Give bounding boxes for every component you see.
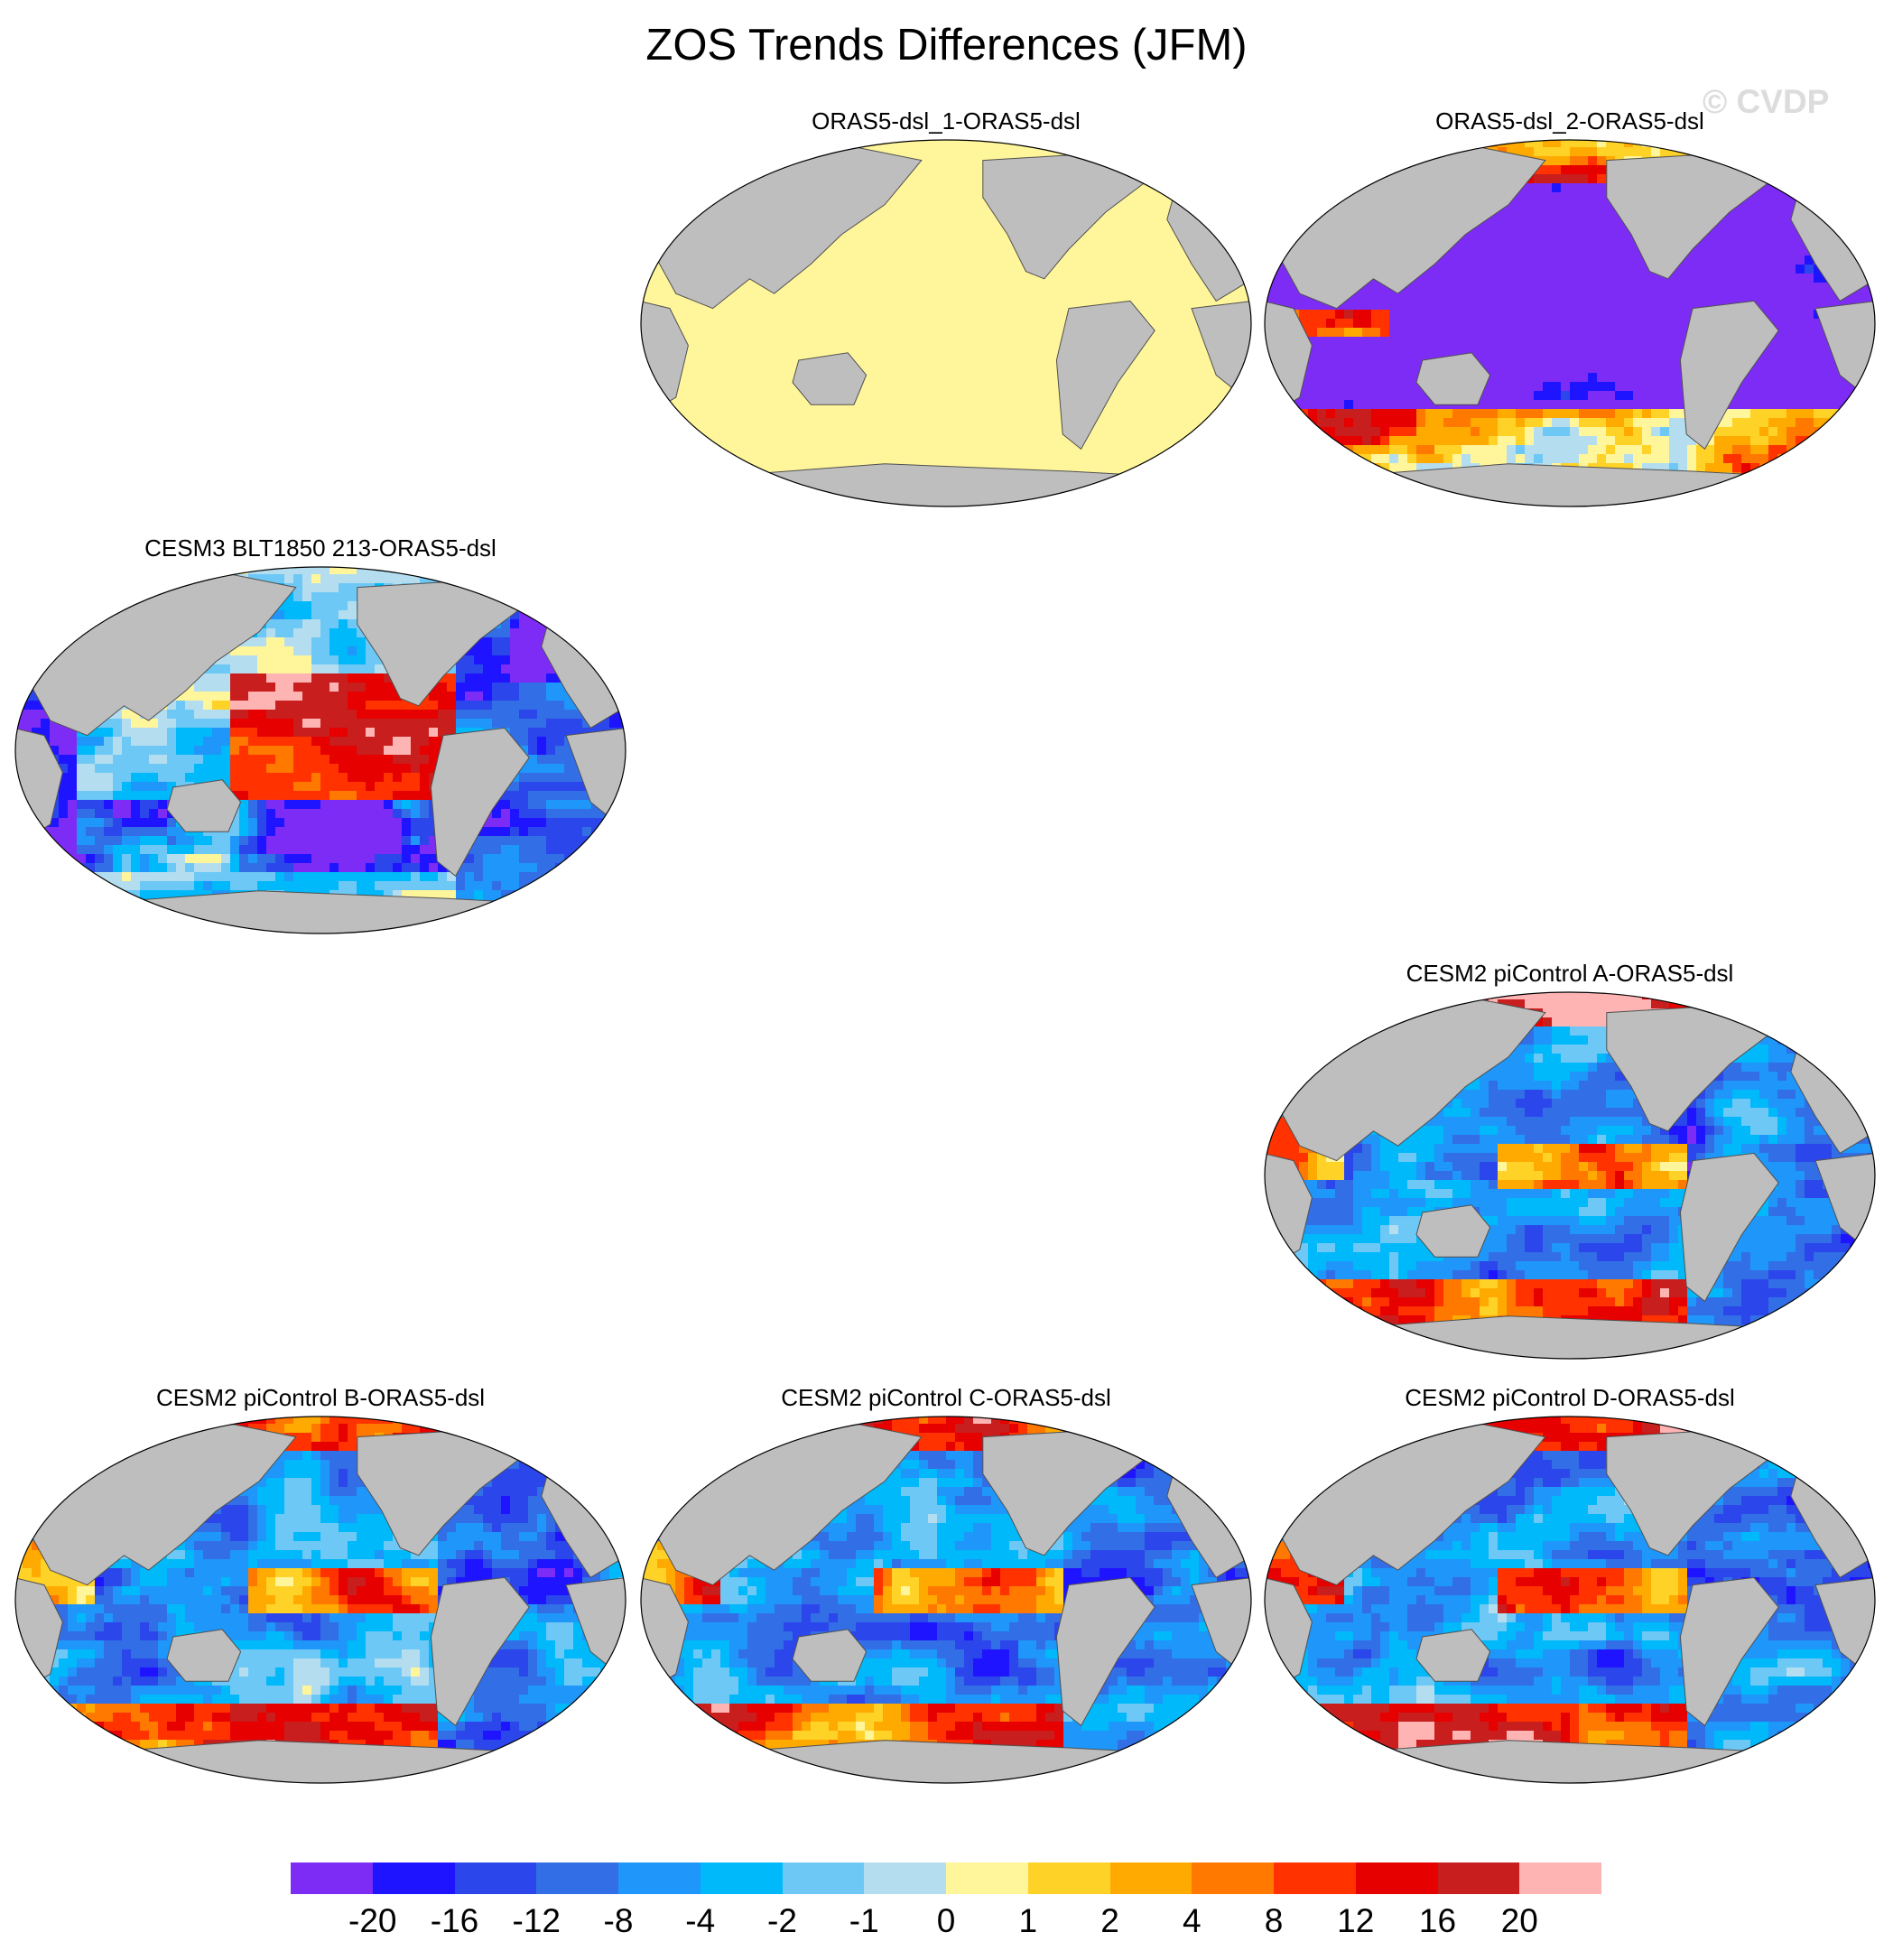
colorbar-swatch-7 <box>864 1862 946 1894</box>
map-outline <box>1264 139 1876 507</box>
panel-title-orasdsl1: ORAS5-dsl_1-ORAS5-dsl <box>812 107 1081 135</box>
colorbar-tick-label: -8 <box>603 1902 634 1939</box>
colorbar-tick-label: 12 <box>1337 1902 1375 1939</box>
map-panel-cesm2a <box>1264 991 1876 1360</box>
land-mass <box>430 727 530 878</box>
colorbar-swatch-1 <box>372 1862 455 1894</box>
land-mass <box>792 1629 868 1682</box>
map-panel-cesm2c <box>640 1416 1252 1784</box>
colorbar-tick-label: -12 <box>512 1902 561 1939</box>
land-mass <box>641 463 1251 506</box>
map-outline <box>14 566 626 934</box>
colorbar-tick-label: 20 <box>1500 1902 1538 1939</box>
colorbar-swatch-5 <box>700 1862 783 1894</box>
land-mass <box>1415 352 1491 405</box>
colorbar <box>291 1862 1601 1894</box>
land-mass <box>1265 1740 1875 1783</box>
colorbar-swatch-15 <box>1519 1862 1601 1894</box>
panel-title-cesm2b: CESM2 piControl B-ORAS5-dsl <box>155 1384 486 1411</box>
panel-title-cesm3: CESM3 BLT1850 213-ORAS5-dsl <box>144 534 496 562</box>
land-mass <box>1265 1315 1875 1359</box>
colorbar-swatch-3 <box>536 1862 618 1894</box>
colorbar-swatch-13 <box>1355 1862 1438 1894</box>
panel-title-cesm2a: CESM2 piControl A-ORAS5-dsl <box>1406 960 1734 987</box>
land-mass <box>1679 1576 1779 1727</box>
land-mass <box>430 1576 530 1727</box>
colorbar-tick-label: -16 <box>430 1902 479 1939</box>
land-mass <box>15 1740 626 1783</box>
panel-title-cesm2d: CESM2 piControl D-ORAS5-dsl <box>1405 1384 1735 1411</box>
land-mass <box>15 890 626 934</box>
colorbar-swatch-10 <box>1109 1862 1192 1894</box>
land-mass <box>1679 300 1779 451</box>
colorbar-tick-label: 4 <box>1182 1902 1202 1939</box>
land-mass <box>166 779 242 832</box>
land-mass <box>166 1629 242 1682</box>
map-panel-cesm3 <box>14 566 626 934</box>
land-mass <box>1055 1576 1155 1727</box>
map-outline <box>640 139 1252 507</box>
colorbar-swatch-12 <box>1274 1862 1356 1894</box>
colorbar-tick-label: -20 <box>348 1902 397 1939</box>
land-mass <box>1415 1629 1491 1682</box>
colorbar-tick-label: -2 <box>767 1902 797 1939</box>
land-mass <box>1679 1152 1779 1303</box>
colorbar-tick-label: -4 <box>685 1902 716 1939</box>
land-mass <box>792 352 868 405</box>
map-outline <box>14 1416 626 1784</box>
colorbar-swatch-6 <box>782 1862 865 1894</box>
colorbar-swatch-4 <box>618 1862 701 1894</box>
colorbar-tick-label: 8 <box>1264 1902 1284 1939</box>
colorbar-swatch-8 <box>946 1862 1028 1894</box>
land-mass <box>1415 1204 1491 1258</box>
colorbar-tick-label: 1 <box>1018 1902 1038 1939</box>
colorbar-swatch-2 <box>454 1862 537 1894</box>
map-outline <box>1264 991 1876 1360</box>
map-panel-cesm2d <box>1264 1416 1876 1784</box>
colorbar-tick-label: 0 <box>936 1902 956 1939</box>
colorbar-tick-label: -1 <box>849 1902 879 1939</box>
map-panel-orasdsl1 <box>640 139 1252 507</box>
colorbar-swatch-0 <box>291 1862 373 1894</box>
panel-title-orasdsl2: ORAS5-dsl_2-ORAS5-dsl <box>1435 107 1704 135</box>
colorbar-swatch-9 <box>1027 1862 1110 1894</box>
land-mass <box>1265 463 1875 506</box>
figure-title: ZOS Trends Differences (JFM) <box>645 21 1248 70</box>
map-outline <box>1264 1416 1876 1784</box>
map-panel-cesm2b <box>14 1416 626 1784</box>
colorbar-tick-label: 2 <box>1100 1902 1119 1939</box>
panel-title-cesm2c: CESM2 piControl C-ORAS5-dsl <box>781 1384 1111 1411</box>
watermark: © CVDP <box>1703 83 1830 120</box>
land-mass <box>1055 300 1155 451</box>
map-panel-orasdsl2 <box>1264 139 1876 507</box>
colorbar-swatch-14 <box>1437 1862 1520 1894</box>
map-outline <box>640 1416 1252 1784</box>
colorbar-swatch-11 <box>1192 1862 1274 1894</box>
land-mass <box>641 1740 1251 1783</box>
colorbar-tick-label: 16 <box>1418 1902 1457 1939</box>
